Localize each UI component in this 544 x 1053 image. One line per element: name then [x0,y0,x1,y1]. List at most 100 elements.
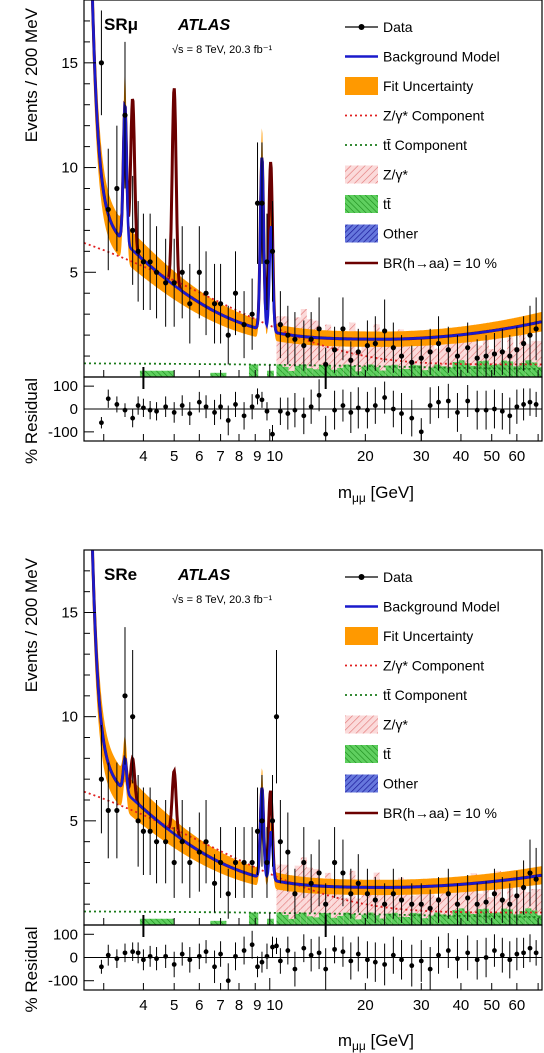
ttbar-hist-bin [373,915,380,925]
data-point [316,326,322,332]
zgamma-hist-bin [306,867,313,925]
legend-label-tthist: tt̄ [383,746,391,762]
residual-point [154,408,159,414]
ttbar-hist-bin [294,365,301,377]
data-point [301,342,307,349]
ttbar-hist-bin [367,364,374,377]
residual-point [382,395,388,400]
data-point [427,905,433,911]
legend: Data Background Model Fit Uncertainty Z/γ* … [345,569,500,821]
residual-points [99,930,539,990]
data-point [348,891,354,897]
residual-point [249,404,255,410]
residual-point [187,411,193,416]
y-tick-label: 15 [61,55,78,72]
zgamma-hist-bin [276,316,283,377]
zgamma-hist-bin [397,329,404,377]
x-tick-label: 6 [195,448,203,465]
legend-label-data: Data [383,569,413,585]
x-axis-label-subscript: μμ [352,491,366,505]
zgamma-hist-bin [337,885,344,925]
legend-swatch-fitunc [345,77,378,95]
data-point [163,280,169,286]
signal-curve [91,550,542,889]
x-tick-label: 40 [453,448,470,465]
data-point [427,349,433,355]
data-point [308,336,314,342]
ttbar-hist-bin [452,362,459,377]
data-point [499,349,505,355]
residual-point [436,952,441,958]
ttbar-hist-bin [266,370,274,377]
data-point [474,355,480,361]
residual-point [474,957,480,963]
zgamma-hist-bin [513,895,520,925]
ttbar-hist-bin [266,918,274,925]
data-point [418,901,424,907]
data-point [382,328,388,334]
zgamma-component-curve [84,790,542,914]
data-point [264,859,270,866]
data-point [382,901,388,907]
residual-point [436,399,441,405]
zgamma-hist-bin [361,337,368,377]
x-tick-label: 8 [235,997,243,1014]
data-point [105,807,111,814]
zgamma-hist-bin [379,343,386,377]
ttbar-hist-bin [294,913,301,925]
data-point [269,818,276,824]
x-axis-label-main: m [338,1031,352,1050]
ttbar-hist-bin [446,915,453,925]
ttbar-hist-bin [282,914,289,925]
residual-point [264,408,270,414]
data-point [409,901,415,907]
residual-point [225,418,231,423]
data-point [114,185,120,192]
residual-point [255,964,260,970]
residual-axis-label: % Residual [22,927,41,1013]
data-point [153,269,160,275]
residual-point [514,951,520,957]
residual-point [409,963,415,969]
data-point [171,859,177,866]
data-point [445,891,451,897]
ttbar-hist-bin [513,366,520,377]
residual-point [135,950,141,956]
residual-point [355,951,361,957]
main-plot-area [84,550,542,925]
data-point [316,870,322,876]
data-point [292,891,298,897]
ttbar-hist-bin [325,365,332,377]
residual-point [533,402,539,407]
x-tick-label: 10 [266,448,283,465]
zgamma-hist-bin [537,889,542,925]
residual-point [372,403,378,408]
data-point [135,248,141,254]
legend-label-zhist: Z/γ* [383,167,408,183]
data-point [514,893,520,899]
data-point [527,332,533,338]
data-point [355,880,361,886]
data-point [203,290,209,296]
data-point [520,340,527,347]
data-point [514,347,520,353]
data-point [241,859,247,866]
legend-label-signal: BR(h→aa) = 10 % [383,805,497,821]
residual-point [292,407,298,413]
x-tick-label: 30 [413,997,430,1014]
x-tick-label: 7 [216,448,224,465]
data-point [122,693,128,699]
residual-point [340,403,346,408]
ttbar-hist-bin [276,912,283,925]
ttbar-hist-bin [367,912,374,925]
data-point [527,870,533,876]
ttbar-hist-bin [349,366,356,377]
x-tick-label: 10 [266,997,283,1014]
ttbar-hist-bin [410,912,417,925]
residual-point [225,978,231,984]
zgamma-hist-bin [446,330,453,377]
residual-point [122,407,128,413]
zgamma-hist-bin [391,340,398,377]
ttbar-hist-bin [440,366,447,377]
